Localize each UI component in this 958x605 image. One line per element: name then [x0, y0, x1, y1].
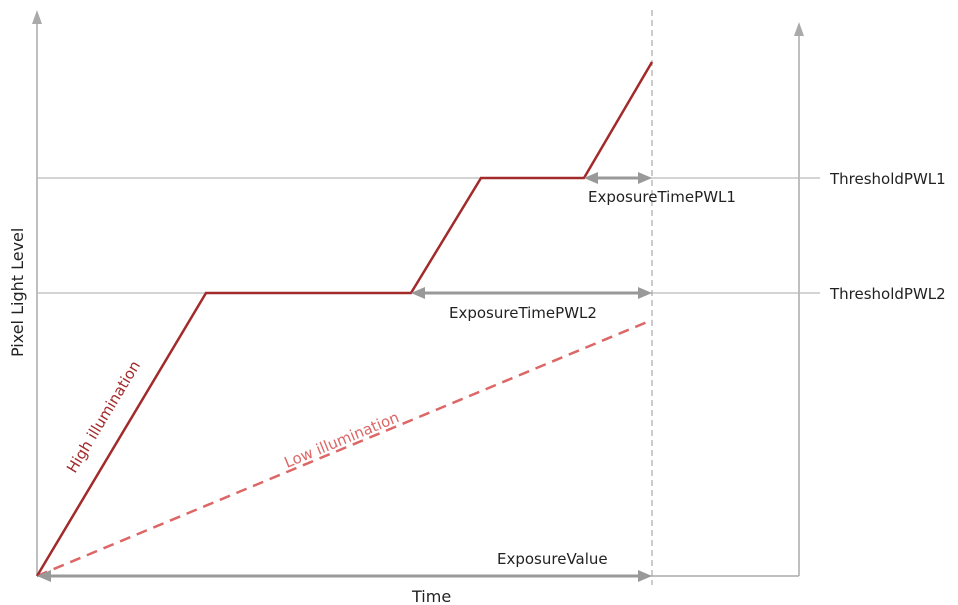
high-illumination-curve: [35, 61, 654, 577]
exposure-pwl2-arrowhead-left: [411, 287, 425, 299]
x-axis-label: Time: [411, 587, 451, 605]
low-illumination-label: Low illumination: [282, 408, 402, 472]
y-axis-label: Pixel Light Level: [8, 228, 27, 357]
exposure-pwl1-arrowhead-right: [638, 172, 652, 184]
threshold-pwl2-label: ThresholdPWL2: [829, 285, 946, 303]
exposure-pwl2-arrowhead-right: [638, 287, 652, 299]
y-axis-arrowhead: [32, 10, 42, 24]
exposure-time-pwl2-label: ExposureTimePWL2: [449, 304, 597, 322]
threshold-pwl1-label: ThresholdPWL1: [829, 170, 946, 188]
right-axis-arrowhead: [794, 22, 804, 36]
exposure-value-label: ExposureValue: [497, 550, 608, 568]
exposure-value-arrowhead-right: [638, 570, 652, 582]
exposure-pwl1-arrowhead-left: [584, 172, 598, 184]
exposure-value-arrowhead-left: [37, 570, 51, 582]
low-illumination-curve: [36, 318, 653, 578]
exposure-time-pwl1-label: ExposureTimePWL1: [588, 188, 736, 206]
